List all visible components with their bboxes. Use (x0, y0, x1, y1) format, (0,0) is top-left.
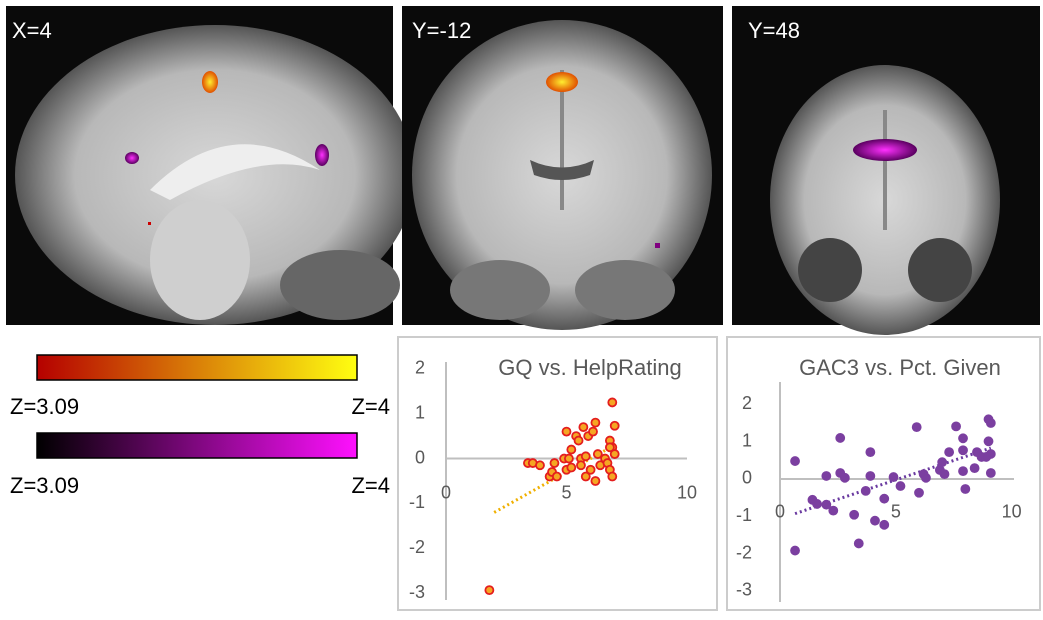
x-tick-label: 0 (441, 482, 451, 502)
scatter-point (485, 586, 493, 594)
colorbar-label: Z=4 (351, 473, 390, 498)
x-tick-label: 10 (1002, 502, 1022, 522)
scatter-point (582, 452, 590, 460)
scatter-point (985, 437, 993, 445)
scatter-point (567, 446, 575, 454)
scatter-point (822, 472, 830, 480)
scatter-point (940, 470, 948, 478)
panel-label: Y=48 (748, 18, 800, 43)
scatter-point (575, 437, 583, 445)
y-tick-label: -3 (736, 580, 752, 600)
x-tick-label: 5 (561, 482, 571, 502)
scatter-point (836, 434, 844, 442)
chart-title: GQ vs. HelpRating (498, 355, 681, 380)
scatter-point (611, 422, 619, 430)
y-tick-label: -2 (409, 537, 425, 557)
y-tick-label: 0 (415, 447, 425, 467)
scatter-point (582, 473, 590, 481)
y-tick-label: -1 (409, 492, 425, 512)
scatter-point (565, 455, 573, 463)
scatter-point (913, 423, 921, 431)
colorbar-label: Z=3.09 (10, 394, 79, 419)
scatter-point (896, 482, 904, 490)
scatter-point (813, 500, 821, 508)
y-tick-label: -1 (736, 505, 752, 525)
scatter-point (987, 469, 995, 477)
chart-title: GAC3 vs. Pct. Given (799, 355, 1001, 380)
scatter-point (959, 446, 967, 454)
scatter-point (608, 473, 616, 481)
panel-label: Y=-12 (412, 18, 471, 43)
y-tick-label: 2 (742, 393, 752, 413)
scatter-point (850, 511, 858, 519)
scatter-point (862, 487, 870, 495)
y-tick-label: -3 (409, 582, 425, 602)
y-tick-label: 1 (742, 430, 752, 450)
x-tick-label: 10 (677, 482, 697, 502)
scatter-point (945, 448, 953, 456)
scatter-point (553, 473, 561, 481)
colorbars: Z=3.09 Z=4 Z=3.09 Z=4 (10, 355, 390, 498)
scatter-point (938, 458, 946, 466)
scatter-point (608, 398, 616, 406)
panel-label: X=4 (12, 18, 52, 43)
scatter-point (890, 473, 898, 481)
scatter-point (567, 464, 575, 472)
scatter-point (589, 428, 597, 436)
scatter-point (971, 464, 979, 472)
y-tick-label: 2 (415, 357, 425, 377)
scatter-point (959, 467, 967, 475)
brain-panel (6, 6, 415, 325)
colorbar (37, 355, 357, 380)
scatter-point (866, 448, 874, 456)
scatter-point (822, 501, 830, 509)
scatter-point (880, 521, 888, 529)
scatter-point (579, 423, 587, 431)
scatter-point (536, 461, 544, 469)
scatter-point (880, 495, 888, 503)
x-tick-label: 5 (891, 502, 901, 522)
colorbar (37, 433, 357, 458)
scatter-point (791, 457, 799, 465)
scatter-point (987, 419, 995, 427)
scatter-point (550, 459, 558, 467)
y-tick-label: 1 (415, 402, 425, 422)
scatter-point (922, 474, 930, 482)
scatter-point (791, 547, 799, 555)
scatter-point (591, 419, 599, 427)
colorbar-label: Z=4 (351, 394, 390, 419)
brain-panel (402, 6, 723, 330)
scatter-point (591, 477, 599, 485)
scatter-point (855, 539, 863, 547)
y-tick-label: 0 (742, 468, 752, 488)
scatter-point (563, 428, 571, 436)
scatter-point (952, 422, 960, 430)
scatter-point (959, 434, 967, 442)
scatter-point (915, 489, 923, 497)
brain-panel (732, 6, 1040, 335)
scatter-point (577, 461, 585, 469)
scatter-point (866, 472, 874, 480)
page: X=4 Y=-12 Y=48 Z=3.09 Z=4 Z=3.09 Z=4 GQ … (0, 0, 1043, 620)
figure: X=4 Y=-12 Y=48 Z=3.09 Z=4 Z=3.09 Z=4 GQ … (0, 0, 1043, 615)
colorbar-label: Z=3.09 (10, 473, 79, 498)
y-tick-label: -2 (736, 542, 752, 562)
scatter-point (871, 517, 879, 525)
x-tick-label: 0 (775, 502, 785, 522)
scatter-point (961, 485, 969, 493)
scatter-point (841, 474, 849, 482)
scatter-point (606, 443, 614, 451)
scatter-point (829, 507, 837, 515)
scatter-point (982, 453, 990, 461)
